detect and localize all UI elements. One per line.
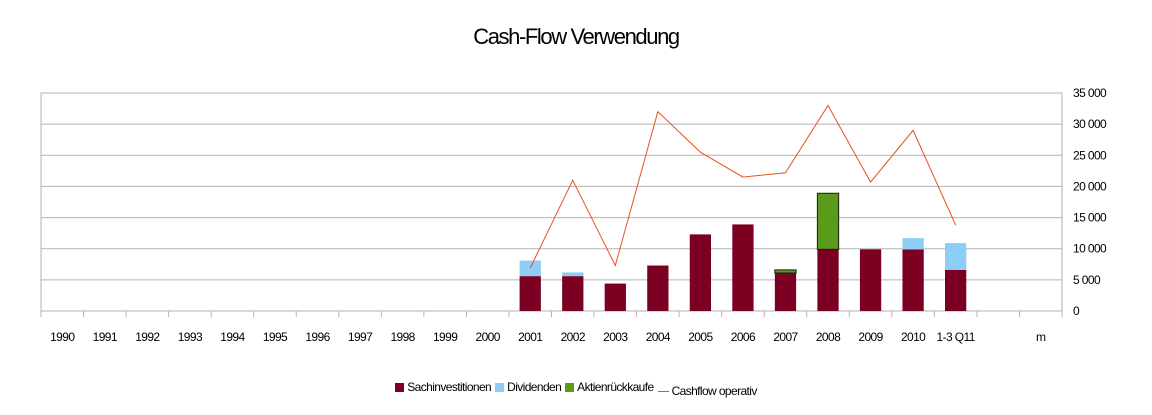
bar-aktienr-ckkaufe [816, 192, 840, 250]
x-tick-label: 2009 [858, 330, 883, 344]
bar-sachinvestitionen [859, 249, 882, 311]
bar-sachinvestitionen [732, 224, 754, 311]
line-cashflow-operativ [529, 104, 957, 269]
legend-label: Dividenden [507, 380, 562, 394]
x-tick-label: 2001 [518, 330, 543, 344]
x-tick-label: 2003 [603, 330, 628, 344]
y-tick-label: 5 000 [1073, 273, 1101, 287]
y-tick-label: 30 000 [1073, 117, 1107, 131]
x-tick-label: 2006 [731, 330, 756, 344]
x-tick-label: 1998 [390, 330, 415, 344]
legend-item: Dividenden [495, 380, 562, 394]
bar-sachinvestitionen [689, 234, 712, 311]
y-tick-label: 25 000 [1073, 148, 1107, 162]
x-tick-label: 1996 [305, 330, 330, 344]
x-tick-label: 2010 [901, 330, 926, 344]
legend: Sachinvestitionen Dividenden Aktienrückkau… [0, 380, 1152, 398]
bar-sachinvestitionen [647, 265, 669, 311]
bar-sachinvestitionen [604, 283, 626, 311]
x-tick-label: 2005 [688, 330, 713, 344]
bar-sachinvestitionen [817, 249, 839, 311]
x-tick-label: 2008 [816, 330, 841, 344]
legend-label: Aktienrückkaufe [577, 380, 654, 394]
y-tick-label: 0 [1073, 304, 1080, 318]
legend-item: Sachinvestitionen [395, 380, 492, 394]
x-tick-label: 1994 [220, 330, 245, 344]
legend-label: Sachinvestitionen [407, 380, 492, 394]
x-tick-label: 1999 [433, 330, 458, 344]
x-tick-label: 1995 [263, 330, 288, 344]
bar-dividenden [562, 272, 584, 277]
legend-item: Aktienrückkaufe [565, 380, 654, 394]
bar-aktienr-ckkaufe [774, 269, 797, 274]
y-tick-label: 15 000 [1073, 211, 1107, 225]
x-tick-label: 1992 [135, 330, 160, 344]
bar-dividenden [519, 260, 541, 277]
legend-label: Cashflow operativ [671, 384, 758, 398]
x-tick-label: 2004 [646, 330, 671, 344]
x-tick-label: 1993 [178, 330, 203, 344]
y-tick-label: 10 000 [1073, 242, 1107, 256]
legend-swatch [657, 390, 669, 392]
x-tick-label: 1-3 Q11 [937, 330, 976, 344]
legend-swatch [565, 382, 575, 392]
bar-dividenden [902, 238, 924, 250]
bar-sachinvestitionen [562, 276, 584, 311]
y-tick-label: 35 000 [1073, 86, 1107, 100]
x-tick-label: m [1036, 330, 1046, 344]
bar-sachinvestitionen [902, 249, 924, 311]
x-tick-label: 2002 [561, 330, 586, 344]
chart-title: Cash-Flow Verwendung [473, 24, 680, 49]
bar-sachinvestitionen [774, 273, 797, 311]
x-tick-label: 1997 [348, 330, 373, 344]
x-tick-label: 2007 [773, 330, 798, 344]
legend-swatch [395, 382, 405, 392]
bar-sachinvestitionen [519, 276, 541, 311]
x-tick-label: 1990 [50, 330, 75, 344]
bar-dividenden [945, 243, 967, 270]
x-tick-label: 1991 [93, 330, 118, 344]
y-tick-label: 20 000 [1073, 179, 1107, 193]
legend-item: Cashflow operativ [657, 384, 758, 398]
bar-sachinvestitionen [945, 269, 967, 311]
legend-swatch [495, 382, 505, 392]
x-tick-label: 2000 [476, 330, 501, 344]
